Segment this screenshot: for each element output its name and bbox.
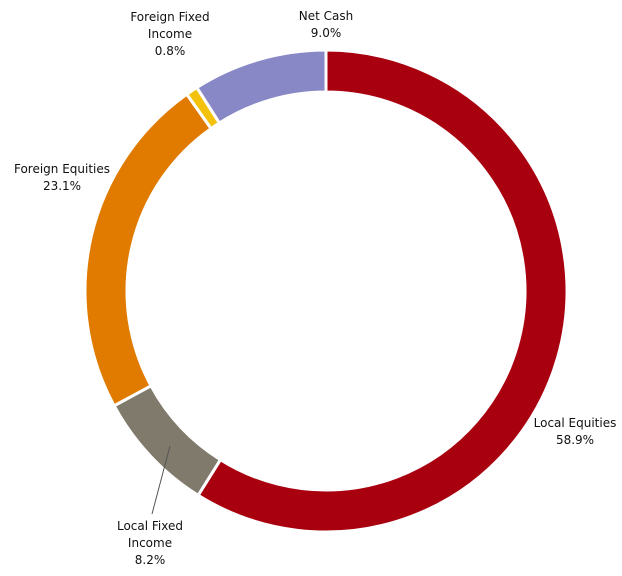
- leader-line: [151, 445, 171, 515]
- slice-label: Local Fixed Income 8.2%: [100, 518, 200, 569]
- category-name: Local Fixed Income: [116, 519, 183, 550]
- slice-label: Local Equities 58.9%: [515, 415, 622, 449]
- value-label: 8.2%: [134, 553, 166, 567]
- donut-slice: [112, 383, 223, 498]
- value-label: 9.0%: [310, 26, 342, 40]
- slice-label: Foreign Fixed Income 0.8%: [115, 9, 225, 60]
- slice-label: Net Cash 9.0%: [276, 8, 376, 42]
- value-label: 58.9%: [555, 433, 595, 447]
- category-name: Foreign Equities: [13, 162, 111, 176]
- value-label: 0.8%: [154, 44, 186, 58]
- donut-slice: [194, 48, 328, 126]
- category-name: Local Equities: [533, 416, 617, 430]
- slice-label: Foreign Equities 23.1%: [0, 161, 127, 195]
- value-label: 23.1%: [42, 179, 82, 193]
- category-name: Net Cash: [298, 9, 354, 23]
- category-name: Foreign Fixed Income: [130, 10, 210, 41]
- donut-slice: [83, 92, 214, 408]
- donut-slice: [196, 48, 569, 534]
